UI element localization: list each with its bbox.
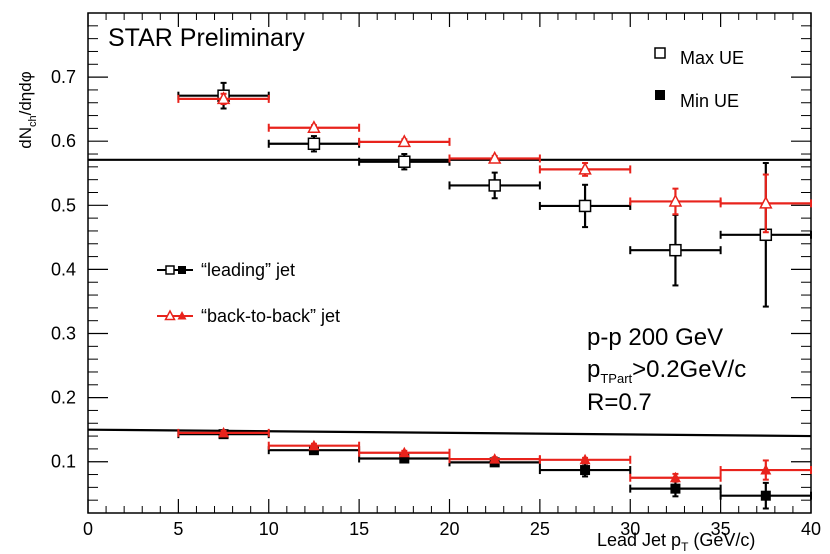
annotation-cut: pTPart>0.2GeV/c (587, 356, 746, 386)
y-label-eta: η (16, 92, 35, 101)
x-tick-label: 0 (83, 519, 93, 539)
data-point (669, 471, 681, 483)
data-point (398, 155, 411, 168)
data-point (760, 490, 771, 501)
y-tick-label: 0.3 (51, 324, 76, 344)
legend-jets: “leading” jet “back-to-back” jet (157, 260, 340, 326)
annotation-block: p-p 200 GeV pTPart>0.2GeV/c R=0.7 (587, 324, 746, 416)
series-layer (177, 81, 812, 510)
x-tick-label: 40 (801, 519, 821, 539)
y-tick-label: 0.4 (51, 259, 76, 279)
annotation-cut-sub: TPart (600, 371, 632, 386)
legend-markers: Max UE Min UE (654, 47, 744, 111)
annotation-energy: p-p 200 GeV (587, 324, 723, 351)
legend-max-ue: Max UE (680, 48, 744, 68)
legend-leading-open-marker (165, 265, 175, 275)
y-axis-label: dNch/dηdφ (16, 71, 39, 149)
min-ue-marker (655, 90, 665, 100)
data-point (669, 243, 682, 257)
y-tick-label: 0.1 (51, 452, 76, 472)
data-point (399, 453, 410, 464)
legend-leading: “leading” jet (201, 260, 295, 280)
y-label-ch: ch (27, 115, 39, 127)
data-point (397, 134, 412, 148)
data-point (307, 120, 321, 133)
data-point (398, 446, 410, 458)
data-point (307, 137, 321, 151)
x-axis-label: Lead Jet pT (GeV/c) (597, 530, 755, 554)
data-point (579, 453, 591, 465)
data-point (580, 465, 591, 476)
y-label-dn: dN (16, 127, 35, 149)
y-label-phi: φ (16, 71, 35, 82)
reference-line (87, 428, 812, 438)
annotation-cut-main: p (587, 356, 600, 383)
x-tick-label: 5 (173, 519, 183, 539)
x-tick-label: 25 (530, 519, 550, 539)
data-point (668, 193, 683, 207)
series-open-triangle (177, 91, 812, 234)
data-point (578, 161, 592, 175)
x-tick-labels: 0 5 10 15 20 25 30 35 40 (83, 519, 821, 539)
legend-b2b-filled-marker (177, 311, 187, 320)
legend-b2b-open-marker (164, 309, 176, 321)
data-point (489, 453, 501, 464)
legend-leading-filled-marker (178, 266, 186, 274)
x-tick-label: 20 (439, 519, 459, 539)
legend-b2b: “back-to-back” jet (201, 306, 340, 326)
data-point (670, 483, 681, 494)
y-tick-labels: 0.1 0.2 0.3 0.4 0.5 0.6 0.7 (51, 67, 76, 472)
data-point (487, 150, 502, 164)
x-axis-label-sub: T (681, 540, 689, 554)
x-tick-label: 35 (711, 519, 731, 539)
y-tick-label: 0.7 (51, 67, 76, 87)
y-tick-label: 0.5 (51, 195, 76, 215)
x-tick-label: 10 (259, 519, 279, 539)
x-axis-label-main: Lead Jet p (597, 530, 681, 550)
x-tick-label: 30 (620, 519, 640, 539)
data-point (218, 426, 230, 438)
plot-frame (87, 12, 812, 514)
annotation-cut-rest: >0.2GeV/c (632, 356, 746, 383)
data-point (578, 199, 592, 213)
data-point (759, 195, 773, 209)
annotation-radius: R=0.7 (587, 389, 652, 416)
data-point (760, 464, 772, 475)
x-axis-label-unit: (GeV/c) (688, 530, 755, 550)
y-label-d2: d (16, 82, 35, 91)
x-tick-label: 15 (349, 519, 369, 539)
data-point (216, 91, 231, 105)
data-point (308, 439, 320, 451)
chart-title: STAR Preliminary (108, 24, 305, 52)
y-tick-label: 0.2 (51, 388, 76, 408)
series-filled-triangle (177, 426, 812, 483)
legend-min-ue: Min UE (680, 91, 739, 111)
axis-ticks (87, 13, 812, 513)
max-ue-marker (654, 47, 666, 59)
data-point (488, 179, 501, 192)
y-tick-label: 0.6 (51, 131, 76, 151)
y-label-d1: /d (16, 101, 35, 115)
